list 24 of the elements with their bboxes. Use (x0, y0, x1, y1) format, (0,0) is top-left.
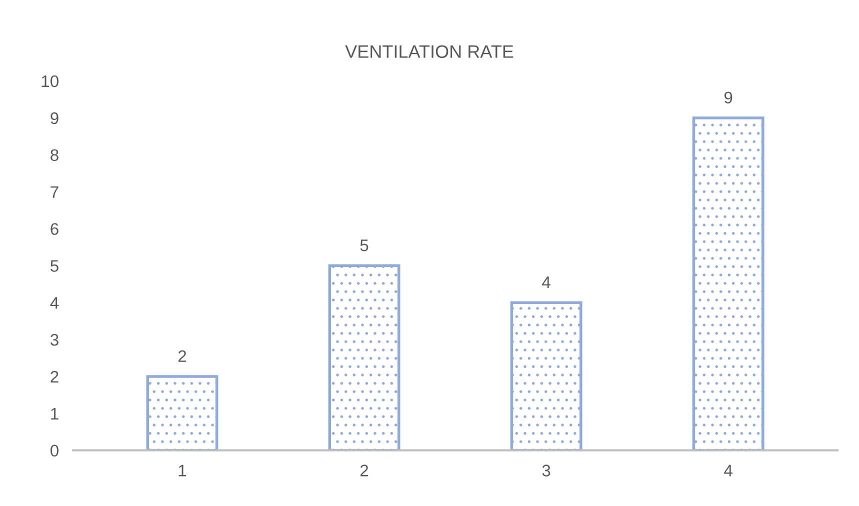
y-tick-label: 3 (50, 334, 58, 346)
data-label: 9 (724, 92, 732, 104)
y-tick-label: 7 (50, 186, 58, 198)
y-tick-label: 8 (50, 149, 58, 162)
y-tick-label: 1 (51, 408, 58, 420)
x-tick-label: 4 (724, 464, 732, 476)
data-label: 5 (360, 240, 368, 252)
y-tick-label: 10 (42, 75, 58, 88)
y-tick-label: 6 (50, 223, 58, 235)
y-tick-label: 2 (50, 370, 58, 383)
y-tick-label: 5 (50, 260, 58, 272)
x-tick-label: 1 (178, 464, 186, 476)
x-tick-label: 3 (542, 464, 550, 476)
bar (692, 116, 764, 450)
x-tick-label: 2 (360, 464, 368, 476)
bar (510, 301, 582, 450)
chart-title: VENTILATION RATE (345, 45, 514, 58)
data-label: 4 (542, 276, 550, 288)
data-label: 2 (178, 350, 186, 362)
bar (328, 264, 400, 450)
y-tick-label: 0 (50, 444, 58, 457)
bar (146, 375, 218, 450)
y-tick-label: 4 (50, 297, 59, 309)
y-tick-label: 9 (50, 112, 58, 124)
